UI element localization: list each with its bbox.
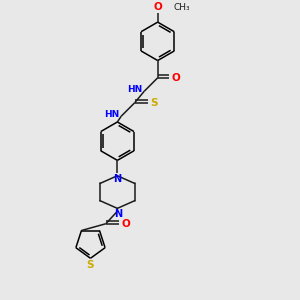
Text: HN: HN	[104, 110, 119, 119]
Text: S: S	[86, 260, 93, 270]
Text: O: O	[153, 2, 162, 12]
Text: CH₃: CH₃	[173, 3, 190, 12]
Text: N: N	[113, 174, 122, 184]
Text: S: S	[150, 98, 158, 108]
Text: HN: HN	[127, 85, 142, 94]
Text: O: O	[171, 73, 180, 83]
Text: N: N	[114, 209, 122, 219]
Text: O: O	[121, 219, 130, 229]
